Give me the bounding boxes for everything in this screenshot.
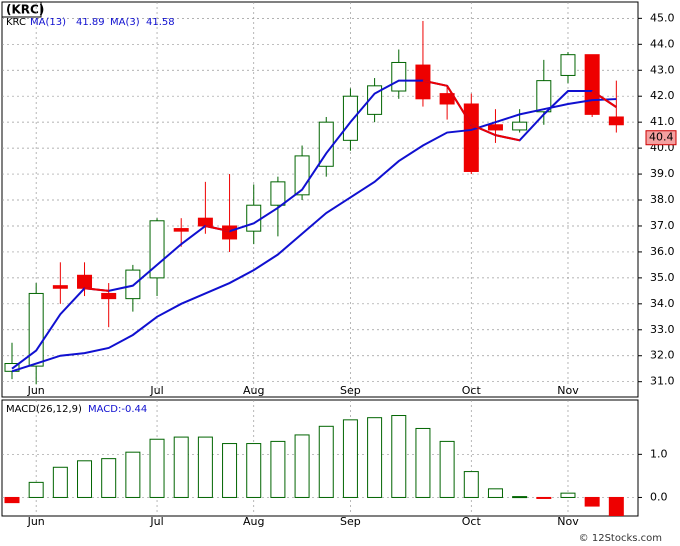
legend-entry: MA(3): [110, 17, 140, 28]
legend-entry: 41.58: [146, 17, 175, 28]
macd-bar: [391, 415, 407, 498]
x-tick-label: Jul: [149, 515, 163, 528]
macd-bar: [512, 496, 528, 499]
candle-body: [246, 204, 262, 232]
macd-bar: [125, 451, 141, 498]
candle-body: [101, 292, 117, 300]
macd-bar: [222, 443, 238, 498]
y-tick-label: 31.0: [650, 375, 675, 388]
y-tick-label: 0.0: [650, 490, 668, 503]
candle-body: [536, 80, 552, 113]
y-tick-label: 44.0: [650, 37, 675, 50]
candle-body: [342, 95, 358, 141]
ma3-down-segment: [422, 79, 448, 87]
ma13-line: [11, 98, 617, 373]
y-tick-label: 39.0: [650, 167, 675, 180]
macd-bar: [439, 440, 455, 498]
macd-bar: [4, 496, 20, 504]
macd-bar: [246, 443, 262, 498]
x-tick-label: Jul: [149, 384, 163, 397]
legend-entry: KRC: [6, 17, 26, 28]
candle-body: [560, 54, 576, 76]
candle-body: [77, 274, 93, 289]
footer: © 12Stocks.com: [579, 533, 662, 544]
y-tick-label: 33.0: [650, 323, 675, 336]
y-tick-label: 42.0: [650, 89, 675, 102]
y-tick-label: 32.0: [650, 349, 675, 362]
macd-label: MACD:-0.44: [88, 404, 147, 415]
y-tick-label: 38.0: [650, 193, 675, 206]
macd-bar: [367, 417, 383, 498]
y-tick-label: 1.0: [650, 447, 668, 460]
x-tick-label: Jun: [27, 515, 45, 528]
last-price-box: [645, 130, 677, 146]
candle-body: [197, 217, 213, 227]
symbol-box: [1, 1, 42, 18]
candle-body: [512, 121, 528, 131]
macd-bar: [608, 496, 624, 516]
macd-bar: [149, 438, 165, 498]
price-panel: [1, 1, 639, 398]
candle-body: [222, 225, 238, 240]
macd-title: MACD(26,12,9): [6, 404, 82, 415]
ma3-down-segment: [591, 90, 617, 108]
y-tick-label: 45.0: [650, 11, 675, 24]
macd-bar: [415, 427, 431, 498]
macd-bar: [52, 466, 68, 498]
macd-bar: [197, 436, 213, 498]
legend-entry: MA(13): [30, 17, 66, 28]
candle-body: [28, 292, 44, 367]
x-tick-label: Aug: [243, 384, 264, 397]
candle-body: [149, 220, 165, 279]
ma3-down-segment: [470, 123, 496, 137]
macd-bar: [560, 492, 576, 498]
x-tick-label: Sep: [340, 384, 361, 397]
ma3-down-segment: [495, 134, 520, 142]
macd-bar: [294, 434, 310, 498]
macd-bar: [342, 419, 358, 498]
macd-bar: [536, 496, 552, 499]
candle-body: [584, 54, 600, 115]
macd-bar: [77, 460, 93, 498]
candle-body: [463, 103, 479, 172]
macd-bar: [487, 488, 503, 498]
macd-bar: [463, 471, 479, 498]
ma3-down-segment: [205, 224, 230, 233]
candle-body: [608, 116, 624, 126]
y-tick-label: 37.0: [650, 219, 675, 232]
candle-body: [52, 285, 68, 289]
ma3-down-segment: [446, 85, 473, 126]
legend-entry: 41.89: [76, 17, 105, 28]
macd-bar: [270, 440, 286, 498]
x-tick-label: Oct: [462, 384, 482, 397]
symbol: (KRC): [6, 3, 44, 17]
macd-bar: [318, 425, 334, 498]
y-tick-label: 36.0: [650, 245, 675, 258]
ma3-down-segment: [84, 287, 109, 292]
candle-body: [270, 181, 286, 206]
y-tick-label: 43.0: [650, 63, 675, 76]
macd-bar: [28, 481, 44, 498]
candle-body: [173, 228, 189, 232]
x-tick-label: Oct: [462, 515, 482, 528]
macd-bar: [584, 496, 600, 507]
y-tick-label: 35.0: [650, 271, 675, 284]
x-tick-label: Sep: [340, 515, 361, 528]
y-tick-label: 41.0: [650, 115, 675, 128]
x-tick-label: Nov: [557, 515, 579, 528]
macd-bar: [101, 458, 117, 498]
macd-plot: [2, 400, 638, 516]
last-price-label: 40.4: [649, 131, 674, 144]
candle-body: [391, 61, 407, 92]
macd-bar: [173, 436, 189, 498]
x-tick-label: Nov: [557, 384, 579, 397]
y-tick-label: 34.0: [650, 297, 675, 310]
price-plot: [2, 2, 638, 397]
candle-body: [487, 124, 503, 131]
x-tick-label: Aug: [243, 515, 264, 528]
x-tick-label: Jun: [27, 384, 45, 397]
candle-body: [367, 85, 383, 115]
